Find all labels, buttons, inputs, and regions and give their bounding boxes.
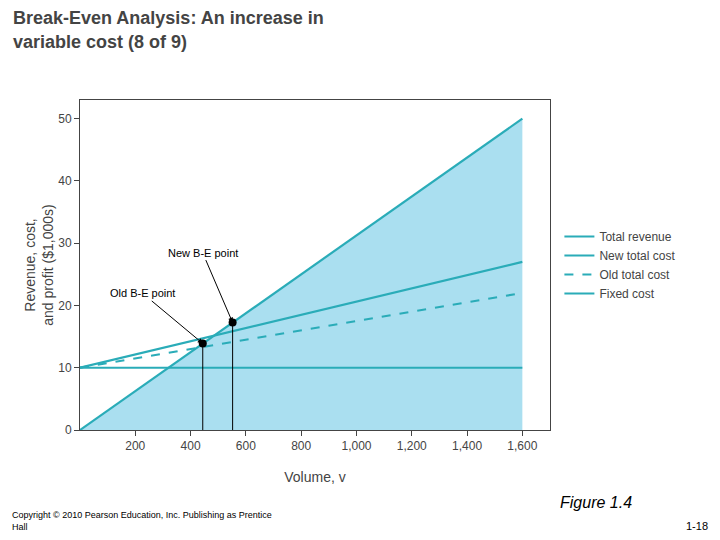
- svg-text:200: 200: [125, 439, 145, 453]
- svg-text:Old total cost: Old total cost: [599, 268, 670, 282]
- svg-text:20: 20: [58, 299, 72, 313]
- svg-text:Old B-E point: Old B-E point: [110, 287, 175, 299]
- svg-text:1,000: 1,000: [341, 439, 371, 453]
- svg-text:Total revenue: Total revenue: [599, 230, 671, 244]
- svg-text:0: 0: [65, 423, 72, 437]
- svg-text:1-18: 1-18: [686, 520, 708, 532]
- svg-text:1,400: 1,400: [452, 439, 482, 453]
- svg-text:1,600: 1,600: [507, 439, 537, 453]
- svg-text:Revenue, cost,and profit ($1,0: Revenue, cost,and profit ($1,000s): [22, 204, 56, 325]
- svg-text:Fixed cost: Fixed cost: [599, 287, 654, 301]
- svg-text:New B-E point: New B-E point: [168, 247, 238, 259]
- svg-text:600: 600: [236, 439, 256, 453]
- svg-text:50: 50: [58, 112, 72, 126]
- svg-text:1,200: 1,200: [397, 439, 427, 453]
- svg-text:30: 30: [58, 236, 72, 250]
- svg-text:Volume, v: Volume, v: [284, 469, 345, 485]
- svg-text:Figure 1.4: Figure 1.4: [560, 494, 632, 511]
- svg-text:800: 800: [291, 439, 311, 453]
- svg-text:10: 10: [58, 361, 72, 375]
- svg-text:400: 400: [181, 439, 201, 453]
- svg-text:Copyright © 2010 Pearson Educa: Copyright © 2010 Pearson Education, Inc.…: [12, 510, 272, 532]
- svg-text:Break-Even Analysis: An increa: Break-Even Analysis: An increase invaria…: [13, 8, 324, 51]
- svg-text:New total cost: New total cost: [599, 249, 675, 263]
- svg-text:40: 40: [58, 174, 72, 188]
